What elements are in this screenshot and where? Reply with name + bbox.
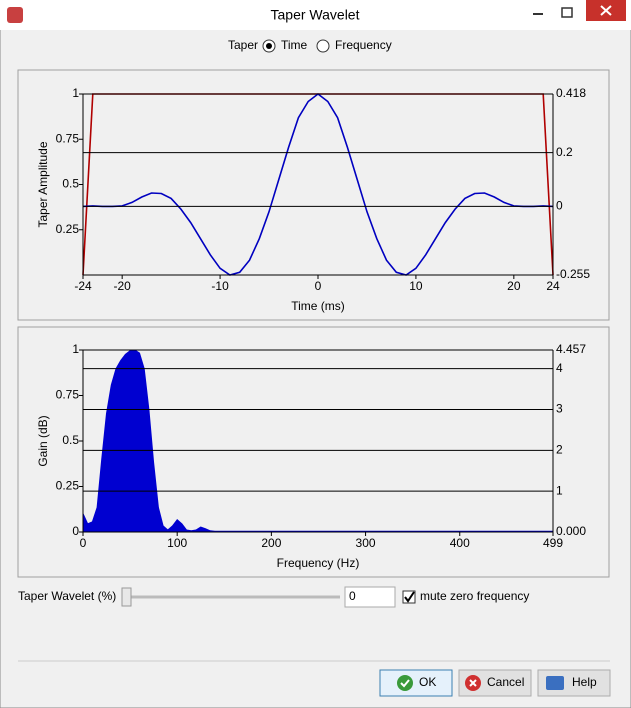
button-label: OK — [419, 675, 436, 689]
x-tick-label: -24 — [74, 279, 92, 293]
y2-tick-label: 0 — [556, 199, 563, 213]
y-tick-label: 0.5 — [62, 433, 79, 447]
x-tick-label: 0 — [315, 279, 322, 293]
x-tick-label: 200 — [261, 536, 281, 550]
y-tick-label: 0 — [72, 524, 79, 538]
x-tick-label: -20 — [113, 279, 131, 293]
y2-tick-label: 4 — [556, 361, 563, 375]
slider-value: 0 — [349, 589, 356, 603]
chart-panel — [17, 69, 610, 321]
radio-frequency[interactable] — [316, 39, 330, 53]
charts: Taper Amplitude Time (ms) 0.25 0.5 0.75 1 -0.2… — [17, 69, 610, 578]
y-tick-label: 0.5 — [62, 177, 79, 191]
y2-tick-label: -0.255 — [556, 267, 590, 281]
slider-label: Taper Wavelet (%) — [18, 589, 116, 603]
checkmark — [404, 591, 415, 603]
y-tick-label: 0.25 — [56, 479, 80, 493]
x-tick-label: 10 — [409, 279, 423, 293]
y-tick-label: 1 — [72, 86, 79, 100]
radio-label: Frequency — [335, 38, 392, 52]
y-tick-label: 0.75 — [56, 131, 80, 145]
radio-label: Time — [281, 38, 308, 52]
x-tick-label: 300 — [356, 536, 376, 550]
maximize-button[interactable] — [561, 7, 573, 18]
y2-tick-label: 1 — [556, 483, 563, 497]
window-title: Taper Wavelet — [271, 7, 360, 23]
y-tick-label: 0.75 — [56, 388, 80, 402]
slider-input[interactable] — [344, 586, 396, 608]
x-tick-label: 24 — [546, 279, 560, 293]
y-axis-title: Taper Amplitude — [36, 141, 50, 227]
y2-tick-label: 2 — [556, 443, 563, 457]
cancel-icon-x — [469, 679, 477, 687]
ok-button[interactable] — [379, 669, 453, 697]
ok-icon — [397, 675, 413, 691]
x-tick-label: 499 — [543, 536, 563, 550]
button-label: Help — [572, 675, 597, 689]
x-tick-label: -10 — [211, 279, 229, 293]
x-axis-title: Frequency (Hz) — [277, 556, 360, 570]
ok-icon-check — [400, 679, 410, 688]
x-tick-label: 400 — [450, 536, 470, 550]
x-tick-label: 20 — [507, 279, 521, 293]
checkbox-label: mute zero frequency — [420, 589, 529, 603]
radio-dot — [266, 43, 272, 49]
help-icon — [546, 676, 564, 690]
y-tick-label: 0.25 — [56, 222, 80, 236]
y2-tick-label: 3 — [556, 402, 563, 416]
y-tick-label: 1 — [72, 342, 79, 356]
y2-tick-label: 4.457 — [556, 342, 586, 356]
app-icon — [7, 7, 23, 23]
slider-thumb[interactable] — [121, 587, 132, 607]
title-bar — [0, 0, 631, 30]
y2-tick-label: 0.418 — [556, 86, 586, 100]
x-tick-label: 100 — [167, 536, 187, 550]
y-axis-title: Gain (dB) — [36, 415, 50, 466]
taper-label: Taper — [228, 38, 258, 52]
button-label: Cancel — [487, 675, 524, 689]
close-icon — [600, 5, 612, 16]
y2-tick-label: 0.000 — [556, 524, 586, 538]
x-axis-title: Time (ms) — [291, 299, 345, 313]
x-tick-label: 0 — [80, 536, 87, 550]
y2-tick-label: 0.2 — [556, 145, 573, 159]
